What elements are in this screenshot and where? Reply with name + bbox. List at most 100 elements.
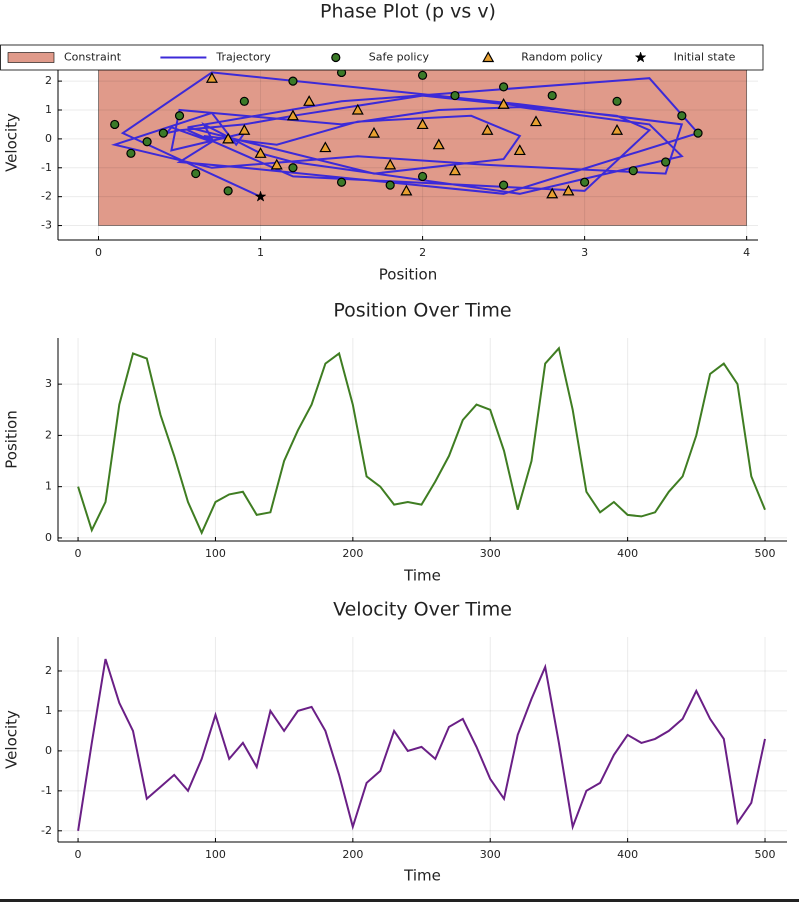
y-tick-label: 2	[45, 428, 52, 441]
legend-box	[0, 44, 764, 71]
x-tick-label: 100	[205, 547, 226, 560]
legend-swatch	[634, 51, 647, 63]
safe-point	[417, 171, 428, 182]
random-point	[481, 123, 494, 135]
legend-label: Safe policy	[369, 51, 430, 64]
x-tick-label: 300	[480, 848, 501, 861]
safe-point	[661, 157, 671, 167]
x-tick-label: 500	[755, 547, 776, 560]
random-point	[416, 118, 429, 130]
safe-point	[499, 82, 509, 92]
random-point	[303, 95, 316, 106]
legend-label: Initial state	[674, 51, 736, 64]
random-point	[205, 71, 218, 83]
random-point	[238, 123, 251, 135]
y-tick-label: 2	[45, 664, 52, 677]
legend-label: Trajectory	[215, 51, 271, 64]
random-point	[319, 141, 332, 153]
random-point	[384, 158, 397, 170]
legend-label: Constraint	[64, 51, 122, 64]
y-tick-label: -1	[41, 161, 52, 174]
x-tick-label: 400	[617, 848, 638, 861]
safe-point	[239, 96, 249, 106]
y-tick-label: 1	[45, 704, 52, 717]
safe-point	[288, 163, 298, 173]
y-axis-label: Position	[3, 410, 21, 468]
random-point	[611, 123, 624, 135]
trajectory-line	[111, 71, 700, 198]
y-tick-label: -2	[41, 824, 52, 837]
x-tick-label: 2	[419, 246, 426, 259]
x-tick-label: 200	[342, 848, 363, 861]
x-axis-label: Time	[403, 867, 441, 885]
legend-label: Random policy	[521, 51, 603, 64]
x-tick-label: 0	[75, 848, 82, 861]
random-point	[367, 126, 380, 138]
y-tick-label: 0	[45, 744, 52, 757]
safe-point	[385, 180, 395, 190]
random-point	[254, 147, 267, 158]
initial-point	[254, 190, 267, 202]
random-point	[400, 184, 413, 196]
safe-point	[417, 70, 428, 80]
safe-point	[547, 90, 557, 101]
safe-point	[110, 119, 120, 130]
y-axis-label: Velocity	[3, 710, 21, 769]
random-point	[432, 138, 445, 150]
x-axis-label: Time	[403, 567, 441, 585]
y-tick-label: 0	[45, 531, 52, 544]
x-tick-label: 400	[617, 547, 638, 560]
safe-point	[693, 128, 703, 138]
safe-point	[580, 177, 590, 187]
y-tick-label: 2	[45, 74, 52, 87]
safe-point	[223, 186, 233, 196]
y-tick-label: -1	[41, 784, 52, 797]
x-tick-label: 3	[581, 246, 588, 259]
random-point	[513, 144, 526, 156]
random-point	[448, 164, 462, 176]
random-point	[562, 184, 575, 196]
safe-point	[628, 166, 638, 176]
chart-title: Velocity Over Time	[333, 599, 512, 621]
safe-point	[336, 177, 347, 187]
x-tick-label: 1	[257, 246, 264, 259]
y-tick-label: -3	[41, 219, 52, 232]
random-point	[351, 103, 364, 115]
random-point	[497, 97, 510, 109]
legend: Constraint Trajectory Safe policy Random po…	[0, 44, 764, 71]
x-tick-label: 500	[755, 848, 776, 861]
x-tick-label: 0	[75, 547, 82, 560]
random-point	[529, 115, 543, 127]
random-point	[546, 187, 559, 199]
x-tick-label: 300	[480, 547, 501, 560]
safe-point	[288, 76, 298, 86]
safe-point	[158, 128, 168, 138]
chart-title: Position Over Time	[333, 300, 511, 322]
x-tick-label: 100	[205, 848, 226, 861]
x-tick-label: 4	[743, 246, 750, 259]
random-point	[270, 158, 283, 170]
safe-point	[174, 111, 185, 121]
y-axis-label: Velocity	[3, 113, 21, 172]
random-point	[286, 109, 299, 121]
bottom-bar	[0, 899, 799, 902]
safe-point	[126, 148, 136, 158]
legend-swatch	[482, 51, 495, 63]
x-tick-label: 200	[342, 547, 363, 560]
y-tick-label: 3	[45, 377, 52, 390]
legend-swatch	[7, 52, 55, 63]
safe-point	[191, 168, 201, 179]
y-tick-label: 1	[45, 480, 52, 493]
safe-point	[450, 90, 460, 101]
safe-point	[142, 137, 152, 147]
safe-point	[612, 96, 622, 106]
chart-title: Phase Plot (p vs v)	[320, 1, 496, 23]
random-point	[222, 132, 235, 144]
x-axis-label: Position	[379, 266, 437, 284]
y-tick-label: 1	[45, 103, 52, 116]
series-line	[77, 658, 766, 831]
safe-point	[499, 180, 509, 190]
legend-swatch	[331, 52, 341, 63]
y-tick-label: 0	[45, 132, 52, 145]
